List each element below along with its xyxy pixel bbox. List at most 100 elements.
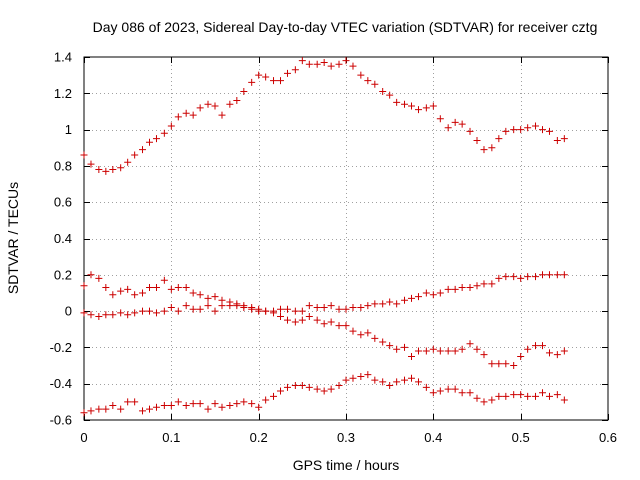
x-tick-label: 0.2: [250, 430, 268, 445]
data-point: [408, 102, 415, 110]
data-point: [524, 345, 532, 353]
data-point: [189, 289, 197, 297]
data-point: [117, 287, 125, 295]
data-point: [488, 396, 496, 404]
y-tick-label: 1.4: [54, 50, 72, 65]
data-point: [342, 305, 350, 313]
data-point: [357, 372, 365, 380]
data-point: [124, 311, 132, 319]
data-point: [458, 120, 466, 128]
data-point: [211, 400, 219, 408]
data-point: [517, 126, 525, 134]
data-point: [539, 271, 546, 279]
data-point: [174, 398, 182, 406]
data-point: [414, 293, 422, 301]
y-tick-label: 0.6: [54, 195, 72, 210]
data-point: [488, 360, 496, 368]
data-point: [305, 383, 313, 391]
y-tick-label: 0.4: [54, 231, 72, 246]
data-point: [408, 294, 415, 302]
data-point: [139, 307, 147, 315]
data-point: [291, 382, 299, 390]
data-point: [524, 273, 532, 281]
data-point: [480, 146, 488, 154]
plot-frame: [83, 56, 609, 421]
data-point: [510, 362, 518, 370]
data-point: [357, 303, 365, 311]
data-point: [401, 376, 409, 384]
data-point: [218, 111, 226, 119]
data-point: [545, 349, 553, 357]
data-point: [517, 391, 525, 399]
data-point: [401, 100, 409, 108]
data-point: [429, 291, 437, 299]
data-point: [174, 307, 182, 315]
data-point: [255, 403, 263, 411]
data-point: [262, 73, 270, 81]
data-point: [196, 305, 204, 313]
data-point: [429, 389, 437, 397]
data-point: [335, 322, 343, 330]
data-point: [262, 396, 270, 404]
series-lower: [80, 371, 568, 417]
data-point: [444, 285, 452, 293]
data-point: [379, 378, 387, 386]
data-point: [414, 378, 422, 386]
data-point: [364, 77, 372, 85]
data-point: [524, 392, 532, 400]
data-point: [146, 307, 153, 315]
data-point: [248, 78, 256, 86]
series-upper: [80, 57, 568, 175]
data-point: [444, 347, 452, 355]
data-point: [313, 303, 321, 311]
data-point: [270, 392, 278, 400]
data-point: [349, 62, 357, 70]
data-point: [298, 316, 306, 324]
series-lower-middle: [80, 296, 568, 370]
data-point: [95, 274, 103, 282]
data-point: [95, 166, 103, 174]
data-point: [109, 291, 117, 299]
data-point: [139, 289, 147, 297]
data-point: [386, 382, 394, 390]
data-point: [124, 398, 132, 406]
data-point: [379, 300, 387, 308]
data-point: [466, 340, 474, 348]
data-point: [182, 109, 190, 117]
data-point: [408, 374, 415, 382]
data-point: [495, 360, 503, 368]
data-point: [320, 387, 328, 395]
data-point: [189, 305, 197, 313]
x-tick-label: 0.3: [337, 430, 355, 445]
data-point: [422, 347, 430, 355]
data-point: [283, 305, 291, 313]
data-point: [327, 62, 335, 70]
data-point: [80, 151, 88, 159]
x-tick-label: 0.6: [599, 430, 617, 445]
data-point: [233, 97, 241, 105]
data-point: [152, 309, 160, 317]
data-point: [473, 282, 481, 290]
data-point: [458, 389, 466, 397]
data-point: [502, 360, 510, 368]
data-point: [532, 122, 540, 130]
data-point: [313, 316, 321, 324]
y-tick-label: -0.2: [50, 340, 72, 355]
data-point: [560, 135, 568, 143]
data-point: [539, 389, 546, 397]
data-point: [532, 342, 540, 350]
data-point: [386, 91, 394, 99]
y-tick-label: 0: [65, 304, 72, 319]
data-point: [393, 98, 401, 106]
data-point: [502, 273, 510, 281]
data-point: [298, 382, 306, 390]
data-point: [342, 57, 350, 65]
data-point: [517, 352, 525, 360]
data-point: [87, 311, 95, 319]
data-point: [357, 71, 365, 79]
data-point: [124, 285, 132, 293]
data-point: [401, 343, 409, 351]
data-point: [488, 144, 496, 152]
data-point: [146, 284, 153, 292]
